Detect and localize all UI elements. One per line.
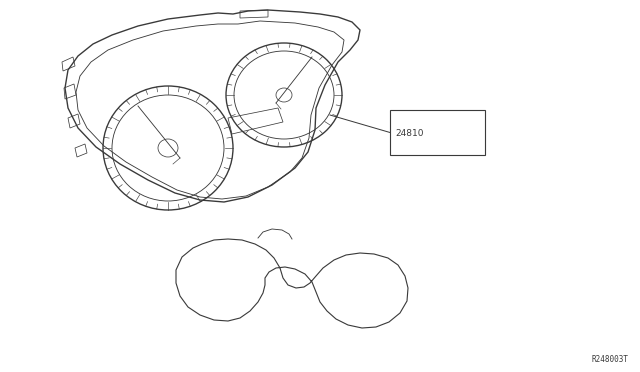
Text: R248003T: R248003T: [591, 355, 628, 364]
Ellipse shape: [158, 139, 178, 157]
Ellipse shape: [276, 88, 292, 102]
Text: 24810: 24810: [395, 129, 424, 138]
Bar: [390, 110, 485, 155]
